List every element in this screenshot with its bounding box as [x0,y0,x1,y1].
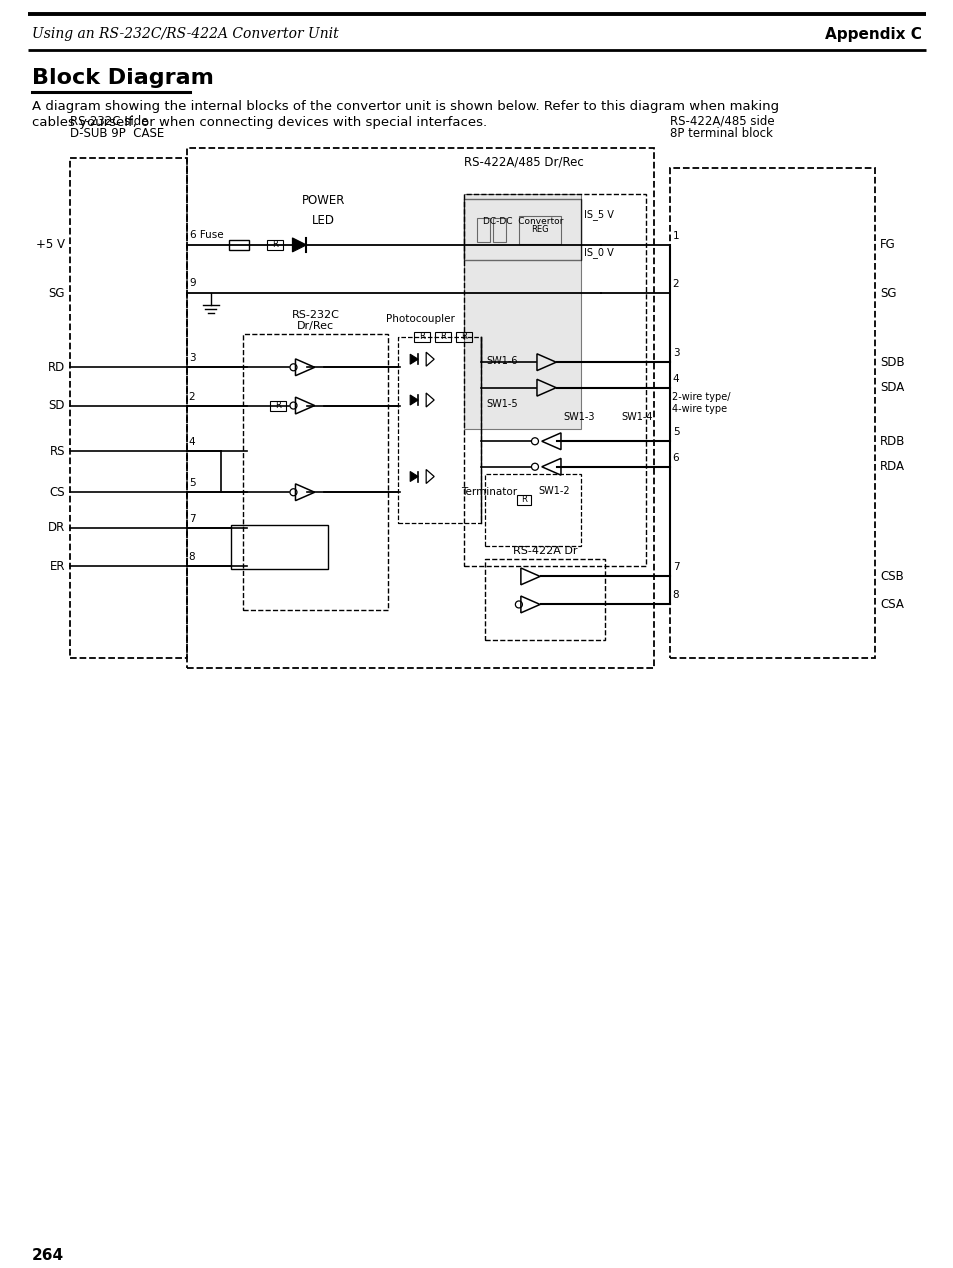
Text: SD: SD [49,399,65,412]
Bar [267,240,283,250]
Text: ER: ER [50,559,65,573]
Text: RS-422A Dr: RS-422A Dr [512,545,577,555]
Text: 4: 4 [672,374,679,384]
Text: 8: 8 [672,591,679,601]
Text: RDA: RDA [879,460,904,473]
Text: 6 Fuse: 6 Fuse [190,230,223,240]
Text: RS-422A/485 Dr/Rec: RS-422A/485 Dr/Rec [464,156,583,169]
Text: 6: 6 [672,453,679,463]
Text: IS_0 V: IS_0 V [583,247,613,257]
Text: 2: 2 [189,392,195,402]
Text: 8: 8 [189,552,195,562]
Text: CS: CS [50,486,65,498]
Polygon shape [410,396,417,404]
Text: 7: 7 [189,514,195,524]
Text: CSB: CSB [879,569,902,583]
Text: R: R [460,332,466,341]
Text: RS: RS [50,445,65,458]
Bar [484,474,580,545]
Bar [464,194,645,567]
Bar [493,218,506,242]
Text: SDA: SDA [879,382,903,394]
Text: DC-DC  Convertor: DC-DC Convertor [482,217,562,226]
Text: SW1-5: SW1-5 [486,399,517,410]
Text: 2: 2 [672,279,679,289]
Text: R: R [418,332,424,341]
Text: Photocoupler: Photocoupler [385,314,455,323]
Bar [669,169,874,658]
Text: R: R [274,401,280,410]
Bar [464,194,580,429]
Text: 3: 3 [189,354,195,364]
Text: SG: SG [49,287,65,299]
Text: RS-422A/485 side: RS-422A/485 side [669,115,774,128]
Bar [518,216,560,243]
Text: CSA: CSA [879,598,902,611]
Text: FG: FG [879,238,895,251]
Bar [484,558,605,640]
Text: SW1-2: SW1-2 [537,486,570,496]
Text: 5: 5 [672,427,679,437]
Text: 9: 9 [190,279,196,288]
Text: Using an RS-232C/RS-422A Convertor Unit: Using an RS-232C/RS-422A Convertor Unit [32,27,338,41]
Bar [231,525,327,569]
Text: R: R [520,496,526,505]
Bar [464,199,580,260]
Bar [398,337,480,522]
Text: A diagram showing the internal blocks of the convertor unit is shown below. Refe: A diagram showing the internal blocks of… [32,100,779,113]
Text: REG: REG [531,226,548,235]
Text: R: R [272,241,278,250]
Polygon shape [410,354,417,364]
Text: D-SUB 9P  CASE: D-SUB 9P CASE [70,127,164,139]
Text: 5: 5 [189,478,195,488]
Text: RS-232C side: RS-232C side [70,115,149,128]
Text: SW1-3: SW1-3 [562,412,594,422]
Text: 4: 4 [189,437,195,448]
Text: Block Diagram: Block Diagram [32,68,213,87]
Text: Appendix C: Appendix C [824,27,921,42]
Bar [270,401,285,411]
Text: 2-wire type/
4-wire type: 2-wire type/ 4-wire type [672,392,730,413]
Polygon shape [410,472,417,482]
Bar [517,495,530,505]
Text: RDB: RDB [879,435,904,448]
Text: 3: 3 [672,349,679,358]
Text: SG: SG [879,287,896,299]
Text: R: R [439,332,445,341]
Text: LED: LED [312,214,335,227]
Bar [476,218,490,242]
Text: POWER: POWER [301,194,345,207]
Bar [456,332,471,341]
Polygon shape [293,238,306,252]
Text: SW1-4: SW1-4 [620,412,652,422]
Bar [229,240,249,250]
Text: 264: 264 [32,1248,64,1263]
Text: SDB: SDB [879,356,903,369]
Text: 8P terminal block: 8P terminal block [669,127,772,139]
Text: RS-232C
Dr/Rec: RS-232C Dr/Rec [292,309,339,331]
Text: 7: 7 [672,563,679,572]
Text: SW1-6: SW1-6 [486,356,517,366]
Text: Terminator: Terminator [460,487,517,497]
Text: +5 V: +5 V [36,238,65,251]
Bar [243,335,388,610]
Bar [70,158,187,658]
Text: 1: 1 [672,231,679,241]
Bar [414,332,430,341]
Bar [187,148,653,668]
Text: RD: RD [48,361,65,374]
Text: cables yourself, or when connecting devices with special interfaces.: cables yourself, or when connecting devi… [32,115,487,129]
Bar [435,332,450,341]
Text: IS_5 V: IS_5 V [583,209,613,219]
Text: DR: DR [48,521,65,534]
